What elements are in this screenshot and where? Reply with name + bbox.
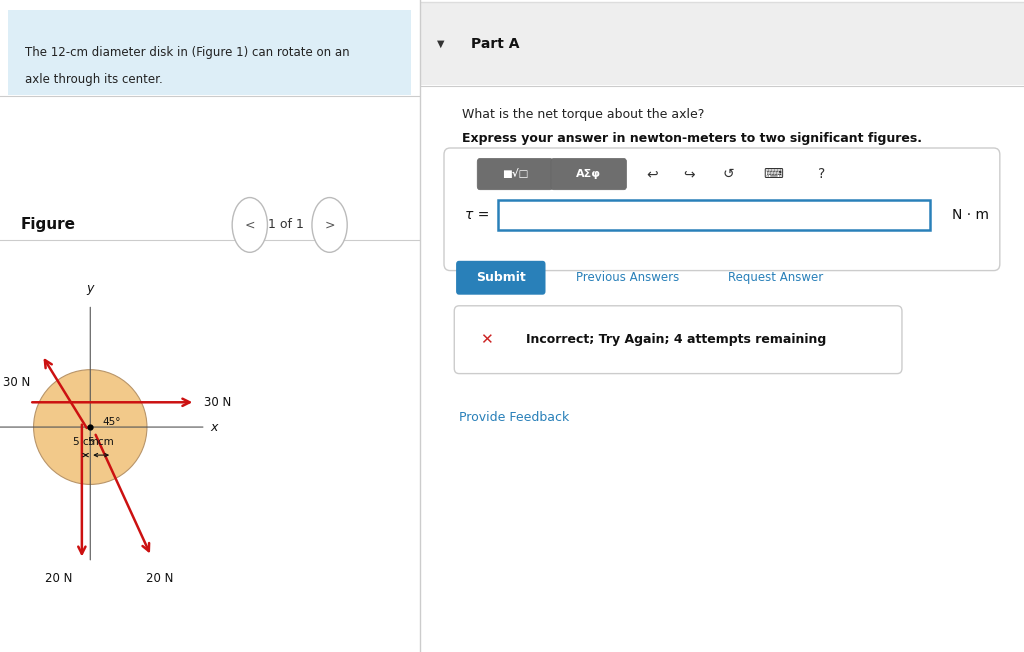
Text: Request Answer: Request Answer [728, 271, 823, 284]
Text: The 12-cm diameter disk in (Figure 1) can rotate on an: The 12-cm diameter disk in (Figure 1) ca… [26, 46, 350, 59]
FancyBboxPatch shape [456, 261, 546, 295]
Text: ✕: ✕ [480, 332, 493, 348]
FancyBboxPatch shape [420, 2, 1024, 85]
Text: 20 N: 20 N [45, 572, 73, 585]
Text: 5 cm: 5 cm [88, 437, 114, 447]
FancyBboxPatch shape [8, 10, 412, 95]
FancyBboxPatch shape [444, 148, 999, 271]
Text: axle through its center.: axle through its center. [26, 73, 163, 86]
Text: 5 cm: 5 cm [73, 437, 98, 447]
Text: Submit: Submit [476, 271, 525, 284]
Text: 30 N: 30 N [3, 376, 31, 389]
Text: x: x [210, 421, 217, 434]
Text: Incorrect; Try Again; 4 attempts remaining: Incorrect; Try Again; 4 attempts remaini… [525, 333, 825, 346]
Text: <: < [245, 218, 255, 231]
Text: Provide Feedback: Provide Feedback [459, 411, 569, 424]
Ellipse shape [34, 370, 147, 484]
FancyBboxPatch shape [499, 200, 931, 230]
Text: ↺: ↺ [722, 167, 734, 181]
Text: Express your answer in newton-meters to two significant figures.: Express your answer in newton-meters to … [462, 132, 923, 145]
Text: 20 N: 20 N [145, 572, 173, 585]
Text: ■√□: ■√□ [502, 169, 528, 179]
Text: ▼: ▼ [437, 38, 444, 49]
Text: ?: ? [818, 167, 825, 181]
Text: Previous Answers: Previous Answers [575, 271, 679, 284]
Text: τ =: τ = [465, 207, 489, 222]
Text: Part A: Part A [471, 37, 520, 51]
Text: AΣφ: AΣφ [577, 169, 601, 179]
FancyBboxPatch shape [455, 306, 902, 374]
Circle shape [232, 198, 267, 252]
Text: 45°: 45° [102, 417, 122, 427]
Text: ↪: ↪ [683, 167, 694, 181]
Circle shape [312, 198, 347, 252]
FancyBboxPatch shape [477, 158, 553, 190]
Text: 1 of 1: 1 of 1 [267, 218, 303, 231]
FancyBboxPatch shape [551, 158, 627, 190]
Text: 30 N: 30 N [204, 396, 230, 409]
Text: y: y [87, 282, 94, 295]
Text: N · m: N · m [951, 207, 988, 222]
Text: >: > [325, 218, 335, 231]
Text: What is the net torque about the axle?: What is the net torque about the axle? [462, 108, 705, 121]
Text: ↩: ↩ [646, 167, 658, 181]
Text: ⌨: ⌨ [763, 167, 783, 181]
Text: Figure: Figure [20, 217, 76, 233]
